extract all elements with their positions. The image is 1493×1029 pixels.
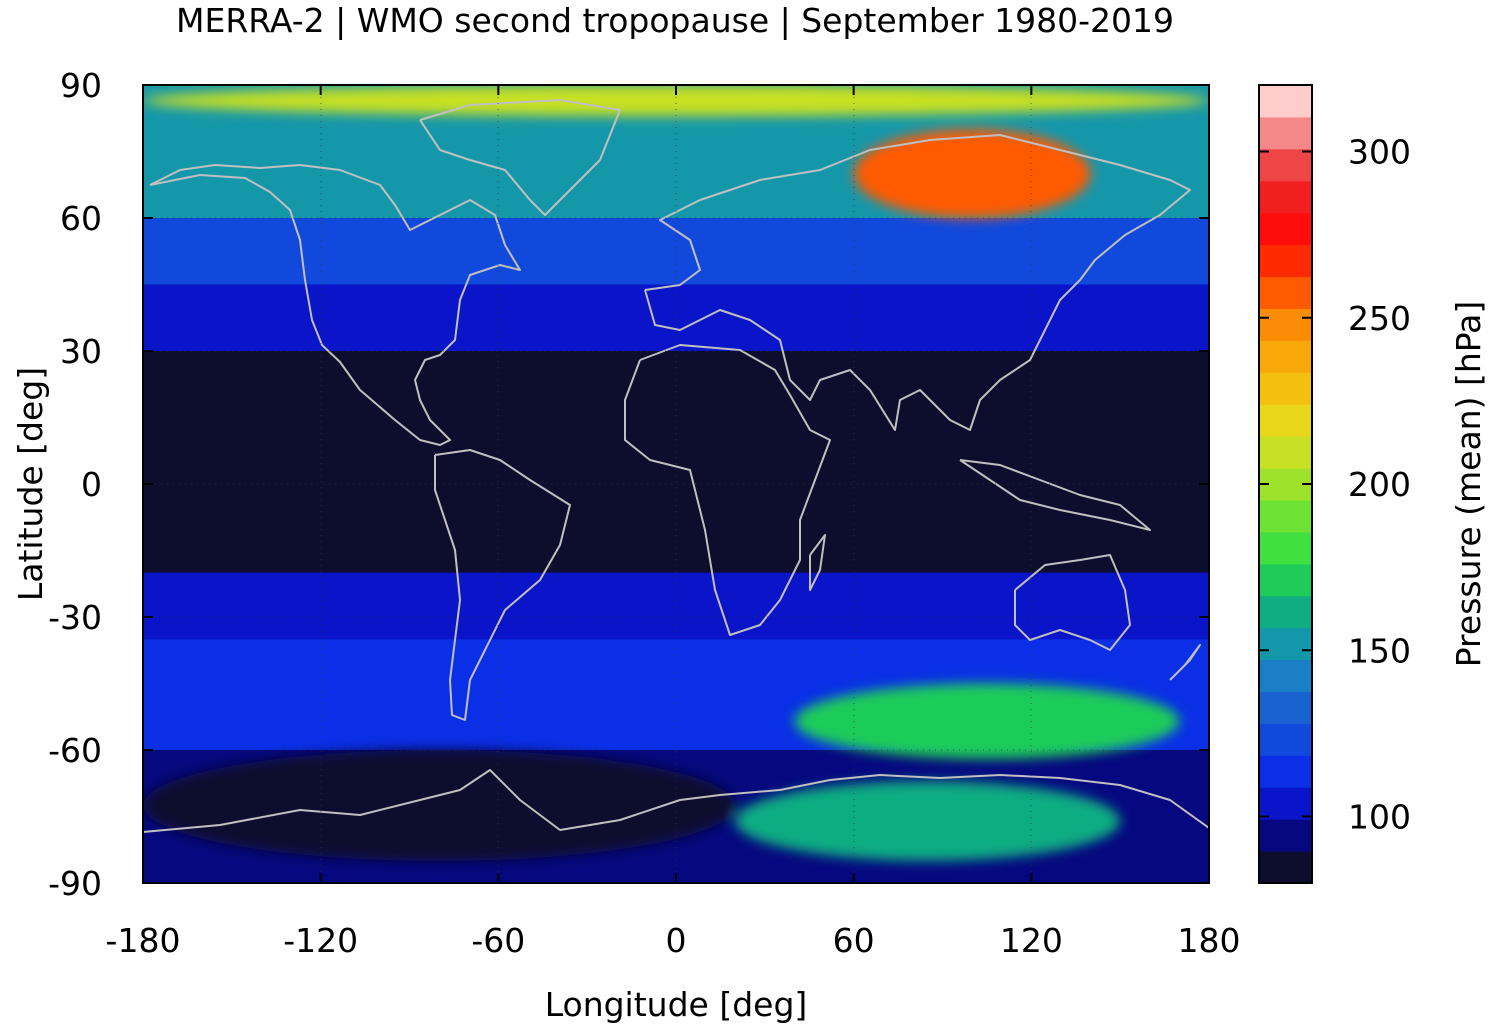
- coastline-south-america: [434, 449, 571, 721]
- colorbar-segment: [1259, 851, 1312, 884]
- region-midlat-north: [143, 218, 1209, 285]
- x-axis-label: Longitude [deg]: [545, 985, 808, 1024]
- x-tick-label: -120: [283, 921, 358, 960]
- coastline-antarctica: [143, 769, 1209, 833]
- colorbar-tick-label: 300: [1348, 133, 1411, 172]
- colorbar-segment: [1259, 244, 1312, 278]
- colorbar-segment: [1259, 531, 1312, 565]
- chart-title: MERRA-2 | WMO second tropopause | Septem…: [176, 1, 1174, 40]
- colorbar-segment: [1259, 436, 1312, 469]
- colorbar-segment: [1259, 308, 1312, 341]
- colorbar-segment: [1259, 212, 1312, 246]
- colorbar-ticks: 100 150 200 250 300: [1259, 133, 1411, 837]
- coastline-greenland: [419, 99, 621, 216]
- colorbar-segment: [1259, 372, 1312, 405]
- region-antarctic-west: [143, 750, 736, 861]
- coastline-madagascar: [809, 534, 826, 591]
- colorbar-segment: [1259, 627, 1312, 661]
- y-tick-label: -90: [48, 864, 102, 903]
- colorbar-segment: [1259, 276, 1312, 309]
- regional-features: [143, 85, 1209, 861]
- colorbar: [1259, 85, 1312, 884]
- colorbar-segment: [1259, 755, 1312, 788]
- x-tick-label: 0: [666, 921, 687, 960]
- colorbar-tick-label: 100: [1348, 798, 1411, 837]
- y-tick-label: 0: [81, 465, 102, 504]
- coastline-eurasia: [644, 134, 1191, 431]
- colorbar-tick-label: 200: [1348, 465, 1411, 504]
- x-tick-label: 60: [833, 921, 875, 960]
- y-tick-label: 90: [60, 66, 102, 105]
- x-tick-label: 180: [1178, 921, 1241, 960]
- region-southern-ocean-indian: [794, 683, 1180, 759]
- colorbar-segment: [1259, 85, 1312, 118]
- colorbar-segment: [1259, 148, 1312, 182]
- region-antarctic-interior: [735, 781, 1121, 861]
- colorbar-segment: [1259, 595, 1312, 629]
- coastline-africa: [624, 344, 831, 636]
- region-tropics: [143, 351, 1209, 573]
- y-axis-label: Latitude [deg]: [11, 367, 50, 601]
- colorbar-segment: [1259, 691, 1312, 724]
- region-arctic-cap: [143, 85, 1209, 117]
- y-axis-ticks: 90 60 30 0 -30 -60 -90: [48, 66, 1209, 903]
- x-axis-ticks: -180 -120 -60 0 60 120 180: [106, 85, 1241, 960]
- region-subtropics-south: [143, 572, 1209, 640]
- colorbar-tick-label: 150: [1348, 631, 1411, 670]
- y-tick-label: 30: [60, 332, 102, 371]
- region-siberian-extremes: [853, 129, 1091, 218]
- colorbar-segment: [1259, 723, 1312, 756]
- colorbar-segment: [1259, 659, 1312, 692]
- colorbar-segment: [1259, 116, 1312, 150]
- region-subtropics-north: [143, 284, 1209, 351]
- y-tick-label: -60: [48, 731, 102, 770]
- x-tick-label: -180: [106, 921, 181, 960]
- colorbar-segment: [1259, 787, 1312, 820]
- grid-lines: [143, 85, 1209, 883]
- colorbar-segment: [1259, 340, 1312, 373]
- colorbar-segment: [1259, 404, 1312, 437]
- colorbar-segment: [1259, 563, 1312, 597]
- coastline-indonesia: [959, 459, 1151, 531]
- x-tick-label: -60: [471, 921, 525, 960]
- coastline-new-zealand: [1169, 644, 1201, 681]
- coastline-australia: [1014, 554, 1131, 651]
- y-tick-label: 60: [60, 199, 102, 238]
- coastlines: [143, 99, 1209, 833]
- colorbar-segment: [1259, 180, 1312, 214]
- colorbar-segment: [1259, 499, 1312, 533]
- colorbar-segment: [1259, 819, 1312, 852]
- y-tick-label: -30: [48, 598, 102, 637]
- coastline-north-america: [149, 164, 521, 446]
- colorbar-tick-label: 250: [1348, 299, 1411, 338]
- x-tick-label: 120: [1000, 921, 1063, 960]
- colorbar-label: Pressure (mean) [hPa]: [1449, 301, 1488, 668]
